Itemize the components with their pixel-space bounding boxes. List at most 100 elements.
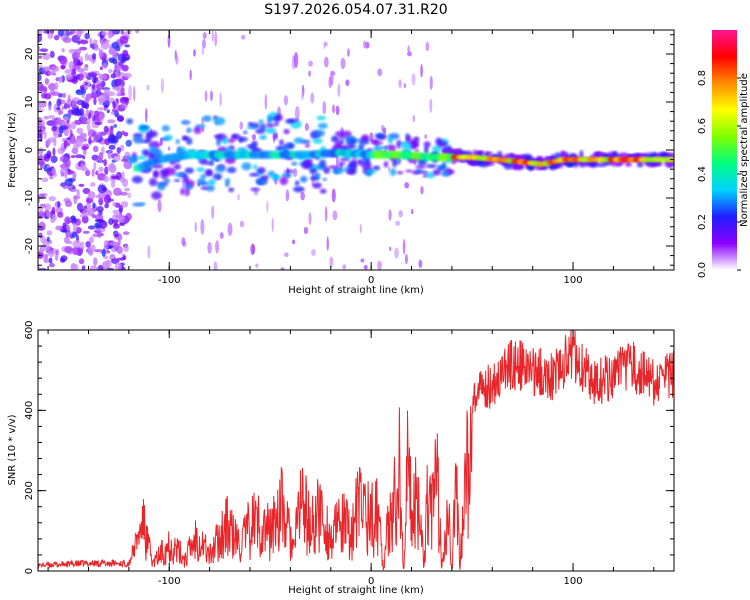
spectrogram-cell [149, 145, 157, 155]
spectrogram-ridge-cell [127, 155, 138, 164]
spectrogram-cell [48, 257, 53, 264]
spectrogram-cell [204, 169, 214, 177]
spectrogram-cell [76, 30, 82, 38]
spectrogram-cell [107, 30, 113, 39]
spectrogram-cell [92, 53, 97, 60]
spectrogram-cell [146, 84, 150, 91]
spectrogram-cell [173, 178, 181, 182]
spectrogram-cell [101, 248, 106, 257]
spectrogram-cell [77, 73, 84, 81]
spectrogram-cell [211, 30, 214, 42]
spectrogram-cell [47, 71, 56, 76]
spectrogram-cell [84, 82, 88, 86]
spectrogram-cell [293, 186, 305, 193]
spectrogram-cell [98, 166, 104, 173]
spectrogram-cell [98, 48, 104, 58]
spectrogram-cell [415, 164, 427, 169]
spectrogram-cell [120, 201, 129, 208]
spectrogram-cell [301, 91, 304, 101]
spectrogram-cell [52, 125, 57, 132]
spectrogram-cell [40, 163, 44, 170]
spectrogram-cell [88, 236, 95, 244]
spectrogram-cell [71, 231, 78, 238]
colorbar-ticks: 0.0 0.2 0.4 0.6 0.8 [697, 70, 741, 278]
spectrogram-cell [48, 195, 56, 202]
spectrogram-cell [45, 243, 50, 253]
spectrogram-cell [358, 142, 365, 152]
spectrogram-cell [133, 86, 136, 102]
spectrogram-cell [109, 50, 114, 54]
snr-y-tick-label: 400 [24, 401, 35, 420]
spectrogram-cell [40, 125, 45, 135]
spectrogram-cell [157, 183, 166, 191]
spectrogram-cell [80, 213, 84, 218]
spectrogram-cell [63, 102, 68, 110]
spectrogram-cell [333, 167, 345, 174]
spectrogram-cell [85, 96, 92, 101]
spectrogram-cell [246, 126, 255, 130]
spectrogram-cell [405, 135, 412, 144]
spectrogram-cell [105, 260, 112, 268]
spectrogram-cell [55, 249, 60, 255]
spectrogram-cell [67, 94, 71, 103]
spectrogram-cell [64, 200, 73, 208]
spectrogram-cell [311, 248, 316, 257]
spectrogram-cell [103, 88, 110, 93]
spectrogram-cell [57, 30, 64, 37]
spectrogram-cell [84, 169, 91, 177]
spectrogram-cell [48, 82, 57, 91]
spectrogram-cell [85, 109, 89, 118]
spectrogram-cell [322, 177, 327, 181]
spectrogram-cell [119, 144, 125, 152]
spectrogram-cell [476, 150, 484, 155]
spectrogram-cell [527, 164, 534, 172]
spectrogram-cell [274, 120, 280, 124]
spectrogram-cell [175, 139, 180, 144]
spectrogram-cell [95, 170, 99, 176]
spectrogram-cell [319, 159, 327, 168]
spectrogram-cell [107, 119, 115, 123]
spectrogram-cell [79, 55, 84, 64]
spectrogram-cell [272, 117, 281, 121]
spectrogram-cell [362, 40, 367, 49]
spectrogram-cell [119, 191, 128, 196]
spectrogram-cell [73, 142, 80, 150]
spectrogram-cell [65, 73, 74, 80]
spectrogram-cell [103, 239, 109, 249]
spectrogram-cell [61, 48, 65, 53]
spectrogram-cell [108, 241, 118, 247]
spectrogram-cell [279, 176, 289, 186]
spectrogram-cell [127, 192, 132, 199]
spectrogram-cell [97, 131, 102, 138]
spectrogram-cell [239, 121, 244, 130]
spectrogram-cell [167, 146, 171, 151]
spectrogram-cell [202, 115, 212, 122]
spectrogram-cell [431, 145, 443, 153]
spectrogram-cell [284, 169, 295, 173]
spectrogram-cell [63, 116, 69, 121]
spectrogram-cell [43, 115, 50, 120]
spectrogram-cell [202, 32, 207, 40]
spectrogram-cell [193, 49, 196, 57]
spectrogram-cell [61, 259, 66, 263]
spectrogram-cell [89, 265, 98, 270]
spectrogram-cell [255, 263, 259, 268]
spectrogram-cell [111, 175, 120, 180]
spectrogram-cell [44, 77, 50, 85]
spectrogram-cell [62, 185, 68, 190]
chart-title: S197.2026.054.07.31.R20 [264, 2, 447, 18]
spectrogram-cell [273, 132, 278, 141]
spectrogram-cell [300, 175, 308, 183]
spectrogram-cell [403, 82, 407, 89]
spectrogram-cell [636, 160, 644, 168]
spectrogram-cell [92, 75, 97, 84]
spectrogram-cell [116, 245, 123, 255]
spectrogram-cell [59, 167, 69, 177]
spectrogram-cell [182, 136, 189, 141]
spectrogram-cell [193, 126, 202, 135]
colorbar-gradient [712, 30, 737, 270]
spectrogram-cell [125, 212, 132, 221]
spectrogram-cell [212, 173, 223, 181]
spectrogram-cell [113, 123, 118, 128]
spectrogram-y-tick-label: 10 [24, 96, 35, 109]
